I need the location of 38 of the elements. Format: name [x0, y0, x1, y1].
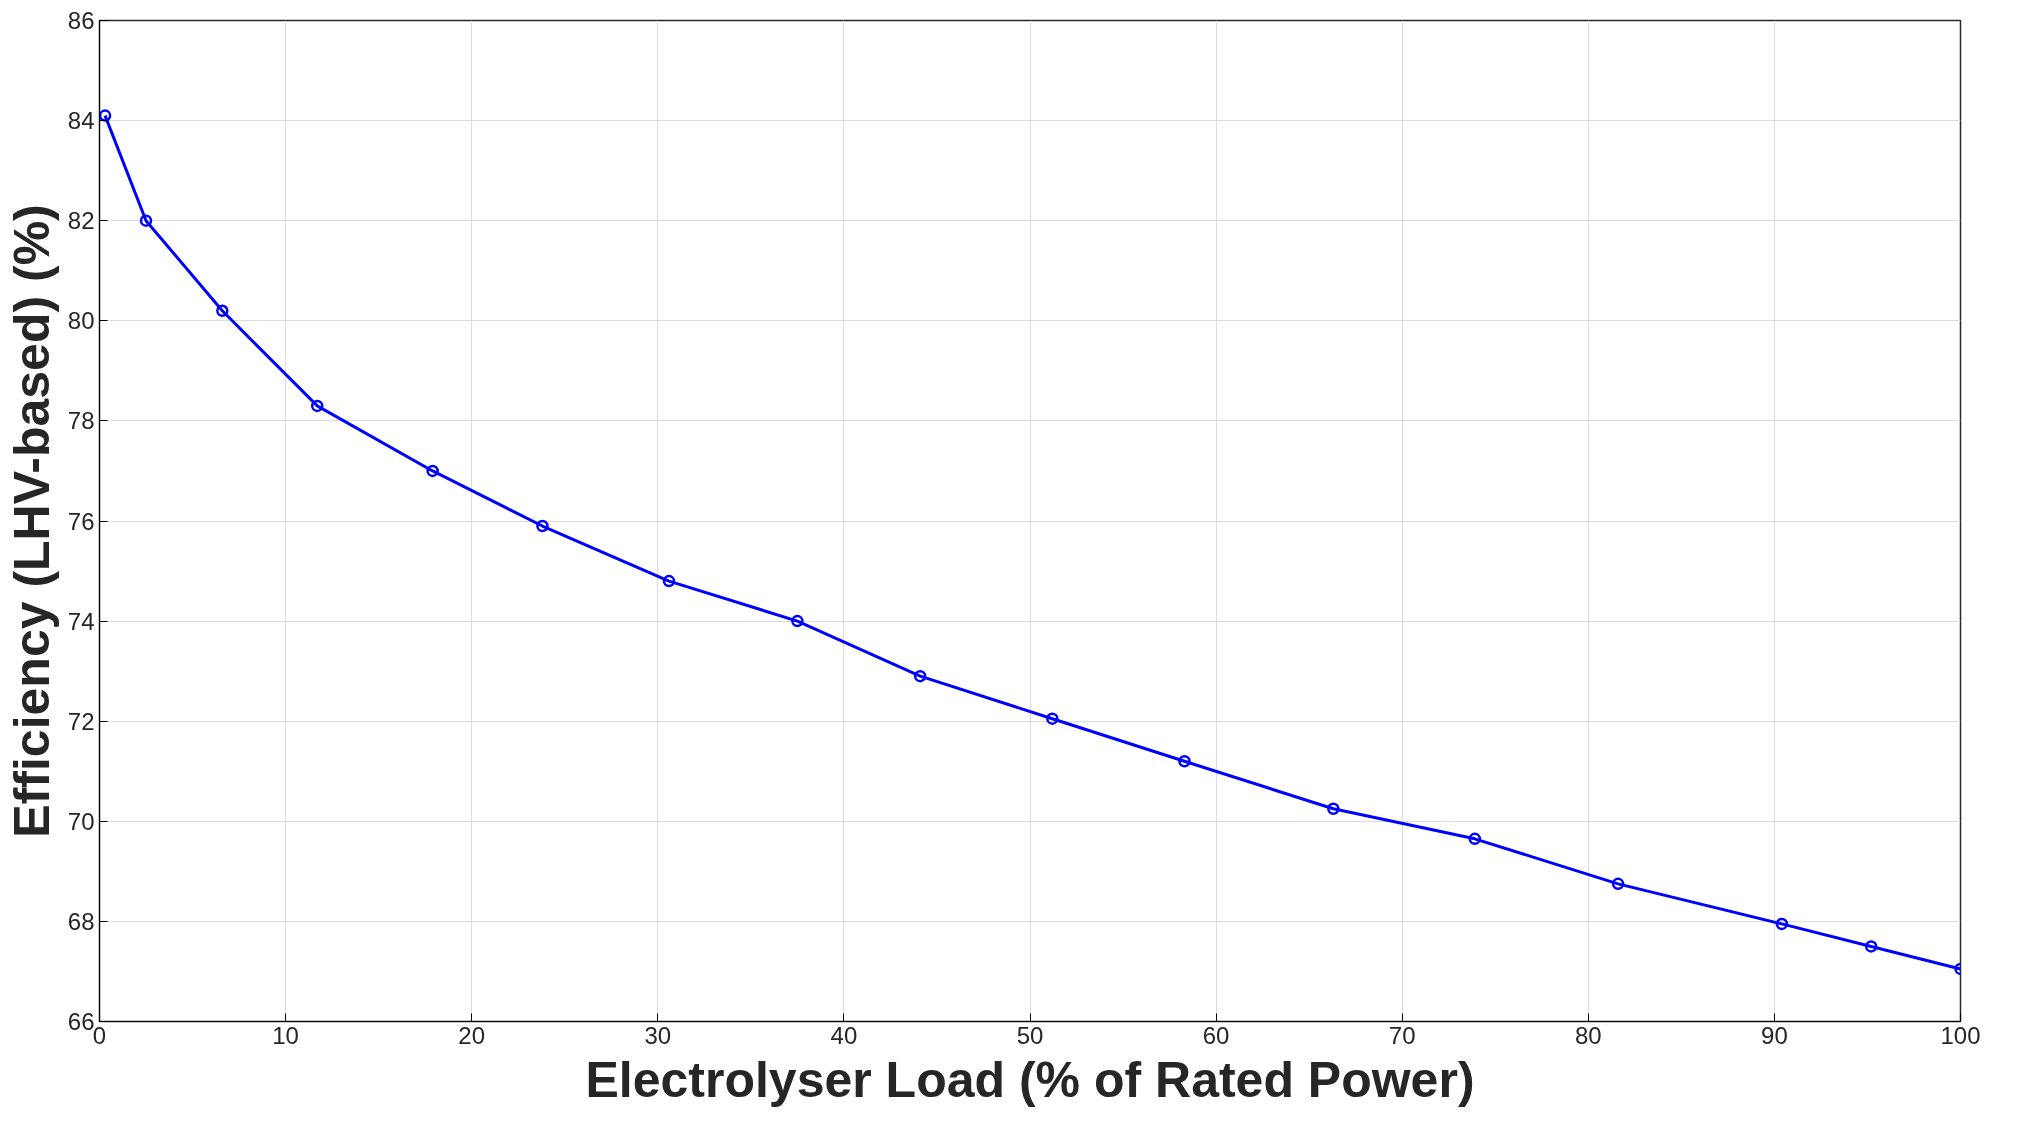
- y-tick-label: 74: [67, 607, 95, 635]
- point: [139, 214, 153, 227]
- y-tick-label: 78: [67, 407, 95, 435]
- x-tick-label: 20: [458, 1021, 486, 1049]
- x-axis-title: Electrolyser Load (% of Rated Power): [585, 1051, 1475, 1108]
- point: [662, 574, 676, 588]
- y-tick-label: 82: [67, 207, 95, 235]
- x-tick-label: 80: [1574, 1021, 1602, 1049]
- y-tick-label: 84: [67, 107, 95, 135]
- x-tick-label: 40: [830, 1021, 858, 1049]
- point: [1775, 917, 1789, 931]
- y-tick-label: 80: [67, 307, 95, 335]
- y-tick-label: 68: [67, 907, 95, 935]
- point: [1178, 755, 1191, 768]
- y-axis-title: Efficiency (LHV-based) (%): [3, 204, 60, 838]
- point: [536, 519, 549, 533]
- point: [1327, 802, 1340, 816]
- y-tick-label: 70: [67, 807, 95, 835]
- point: [426, 464, 439, 478]
- x-tick-label: 30: [644, 1021, 672, 1049]
- point: [791, 614, 804, 628]
- point: [1611, 877, 1625, 891]
- x-tick-label: 50: [1016, 1021, 1044, 1049]
- point: [1864, 940, 1878, 953]
- x-tick-label: 100: [1940, 1021, 1981, 1049]
- point: [913, 669, 927, 683]
- point: [216, 304, 229, 318]
- y-tick-label: 86: [67, 7, 95, 34]
- x-tick-label: 90: [1761, 1021, 1788, 1049]
- y-tick-label: 76: [67, 507, 95, 535]
- point: [99, 109, 112, 122]
- point: [1468, 832, 1482, 846]
- point: [310, 399, 324, 413]
- x-tick-label: 10: [272, 1021, 299, 1049]
- y-tick-label: 72: [67, 707, 95, 735]
- x-tick-label: 60: [1202, 1021, 1230, 1049]
- point: [1046, 712, 1059, 725]
- x-tick-label: 70: [1388, 1021, 1416, 1049]
